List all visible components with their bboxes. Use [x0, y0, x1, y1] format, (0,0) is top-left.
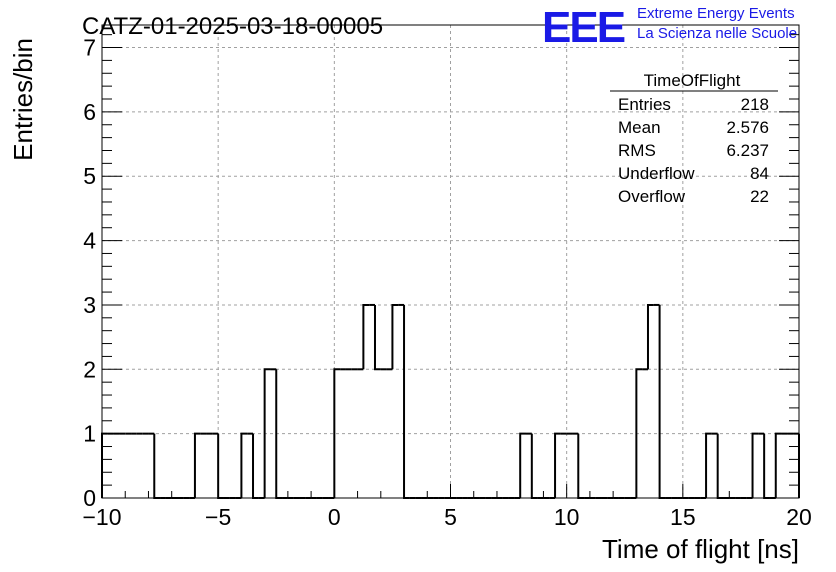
- x-tick-label: −5: [205, 504, 231, 530]
- histogram-bin: [101, 432, 108, 498]
- x-tick-label: −10: [82, 504, 121, 530]
- y-tick-label: 7: [83, 35, 96, 61]
- grid-lines: [102, 25, 799, 498]
- histogram-bin: [635, 368, 643, 498]
- histogram-bin: [577, 433, 585, 499]
- x-tick-label: 5: [444, 504, 457, 530]
- y-tick-label: 2: [83, 356, 96, 382]
- stats-row-value: 218: [741, 95, 769, 114]
- stats-rows: Entries 218 Mean 2.576 RMS 6.237 Underflow 84 Ov…: [618, 95, 769, 206]
- stats-row-label: RMS: [618, 141, 656, 160]
- histogram-bin: [705, 432, 712, 498]
- y-tick-label: 5: [83, 163, 96, 189]
- stats-row-value: 84: [750, 164, 769, 183]
- x-tick-label: 0: [328, 504, 341, 530]
- histogram-bin: [519, 432, 527, 498]
- histogram-bin: [658, 304, 666, 499]
- histogram-bin: [275, 369, 283, 499]
- histogram-bin: [763, 433, 770, 499]
- histogram-bin: [333, 368, 341, 498]
- x-axis-label: Time of flight [ns]: [602, 534, 799, 564]
- histogram-bin: [391, 303, 399, 370]
- histogram-bin: [554, 432, 561, 498]
- histogram-bin: [373, 304, 381, 371]
- stats-row-label: Mean: [618, 118, 661, 137]
- histogram-bin: [252, 433, 259, 499]
- y-tick-label: 3: [83, 292, 96, 318]
- histogram-bin: [362, 303, 370, 370]
- histogram-bin: [716, 433, 724, 499]
- histogram-bin: [153, 433, 161, 499]
- axis-ticks: −10 −5 0 5 10 15 20 0 1 2 3 4 5 6 7: [82, 34, 812, 530]
- histogram-bin: [530, 433, 538, 499]
- y-tick-label: 1: [83, 421, 96, 447]
- y-tick-label: 4: [83, 228, 96, 254]
- stats-row-label: Underflow: [618, 164, 695, 183]
- logo-caption-line2: La Scienza nelle Scuole: [637, 25, 797, 42]
- logo-caption-line1: Extreme Energy Events: [637, 5, 795, 22]
- histogram-bin: [774, 432, 782, 498]
- y-tick-label: 0: [83, 485, 96, 511]
- stats-box: TimeOfFlight Entries 218 Mean 2.576 RMS 6.237…: [610, 71, 778, 206]
- histogram-bin: [646, 303, 654, 370]
- x-tick-label: 15: [670, 504, 696, 530]
- stats-row-value: 2.576: [726, 118, 769, 137]
- y-tick-label: 6: [83, 99, 96, 125]
- run-title: CATZ-01-2025-03-18-00005: [82, 13, 383, 40]
- x-tick-label: 20: [786, 504, 812, 530]
- histogram-bin: [193, 432, 201, 498]
- eee-logo: EEE Extreme Energy Events La Scienza nel…: [542, 3, 797, 52]
- stats-title: TimeOfFlight: [644, 71, 741, 90]
- histogram-bin: [403, 304, 410, 499]
- stats-row-value: 22: [750, 187, 769, 206]
- histogram-bin: [751, 432, 759, 498]
- y-axis-label: Entries/bin: [8, 38, 38, 161]
- stats-row-label: Entries: [618, 95, 671, 114]
- eee-logo-letters: EEE: [542, 3, 625, 52]
- histogram-bin: [240, 432, 248, 498]
- x-tick-label: 10: [554, 504, 580, 530]
- stats-row-label: Overflow: [618, 187, 686, 206]
- stats-row-value: 6.237: [726, 141, 769, 160]
- histogram-bin: [263, 368, 271, 498]
- histogram-bin: [217, 433, 224, 499]
